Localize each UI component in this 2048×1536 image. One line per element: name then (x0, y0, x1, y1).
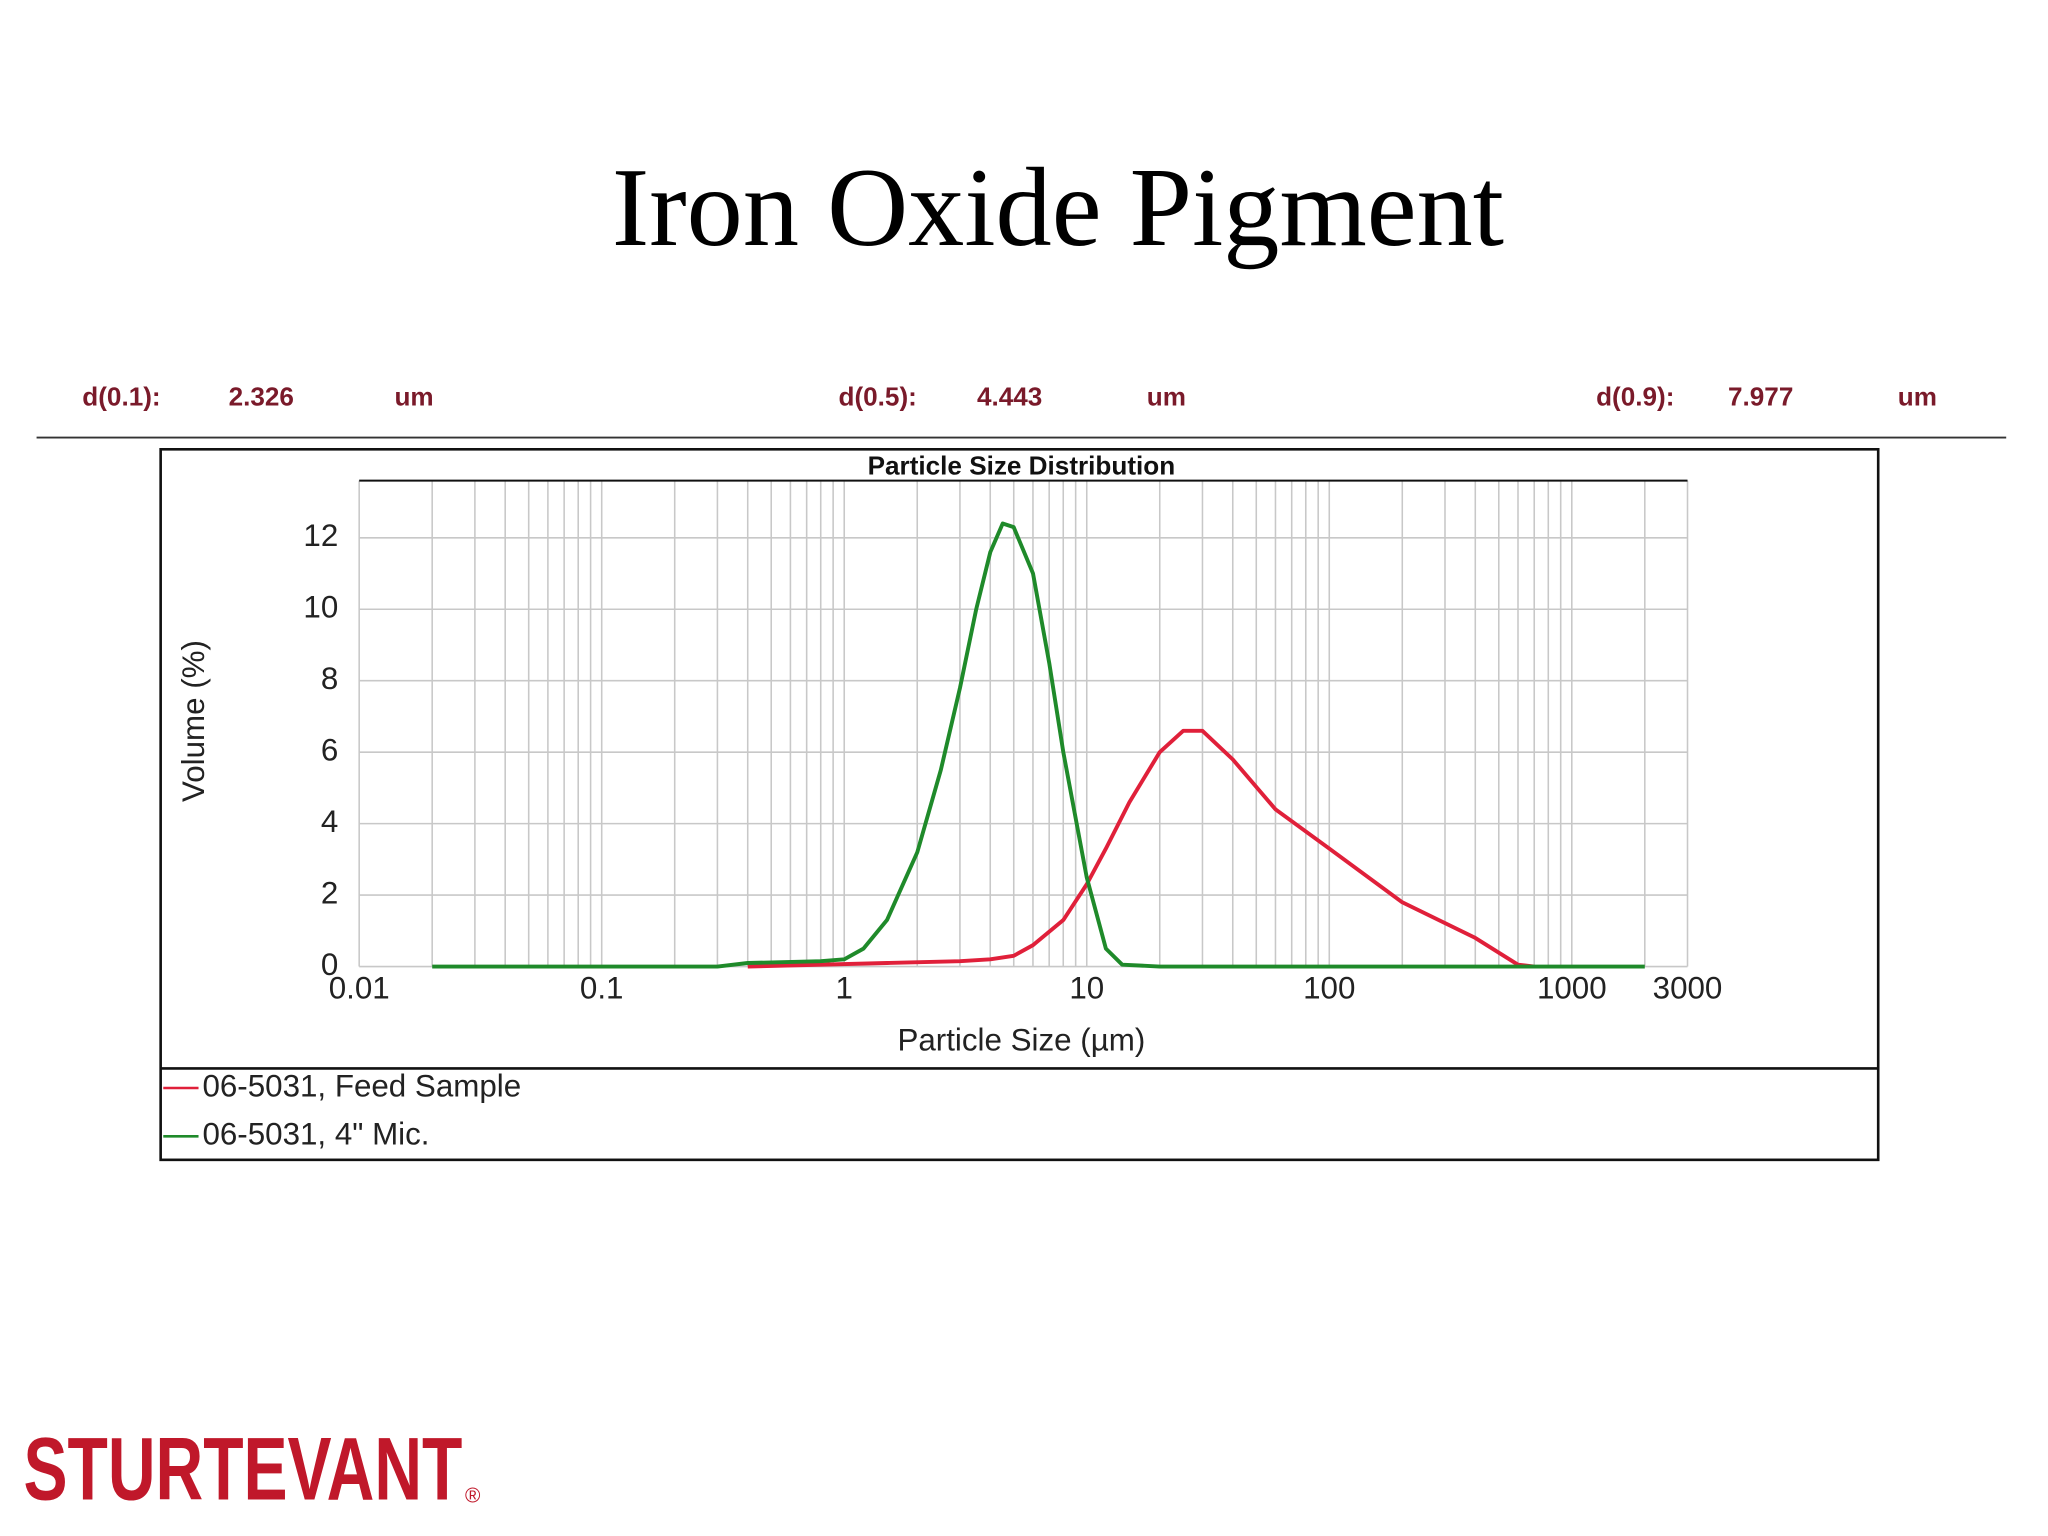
stat-label: d(0.1): (82, 381, 160, 411)
slide-title: Iron Oxide Pigment (612, 146, 1504, 270)
stat-label: d(0.9): (1596, 381, 1674, 411)
y-tick-label: 10 (303, 590, 338, 625)
x-tick-label: 1 (836, 970, 853, 1005)
stat-value: 2.326 (229, 381, 294, 411)
y-tick-label: 2 (321, 875, 338, 910)
y-tick-label: 4 (321, 804, 338, 839)
y-tick-label: 6 (321, 732, 338, 767)
logo-text: STURTEVANT (24, 1419, 463, 1518)
y-axis-label: Volume (%) (176, 640, 211, 802)
chart-title: Particle Size Distribution (868, 450, 1176, 480)
x-tick-label: 3000 (1653, 970, 1723, 1005)
y-tick-label: 12 (303, 518, 338, 553)
logo: STURTEVANT ® (24, 1419, 481, 1518)
series-line (747, 728, 1535, 969)
x-axis-label: Particle Size (µm) (897, 1023, 1145, 1058)
legend-label: 06-5031, 4" Mic. (202, 1117, 429, 1152)
stat-value: 4.443 (977, 381, 1042, 411)
chart-frame (159, 448, 1880, 1162)
x-tick-label: 0.1 (580, 970, 624, 1005)
stat-value: 7.977 (1728, 381, 1793, 411)
stat-unit: um (394, 381, 433, 411)
stat-label: d(0.5): (839, 381, 917, 411)
x-tick-label: 10 (1069, 970, 1104, 1005)
series-line (432, 521, 1645, 969)
y-tick-label: 0 (321, 947, 338, 982)
y-tick-label: 8 (321, 661, 338, 696)
x-tick-label: 1000 (1537, 970, 1607, 1005)
x-tick-label: 100 (1303, 970, 1355, 1005)
stat-unit: um (1147, 381, 1186, 411)
x-tick-label: 0.01 (329, 970, 390, 1005)
stat-unit: um (1898, 381, 1937, 411)
legend-label: 06-5031, Feed Sample (202, 1068, 521, 1103)
logo-mark: ® (465, 1484, 481, 1507)
